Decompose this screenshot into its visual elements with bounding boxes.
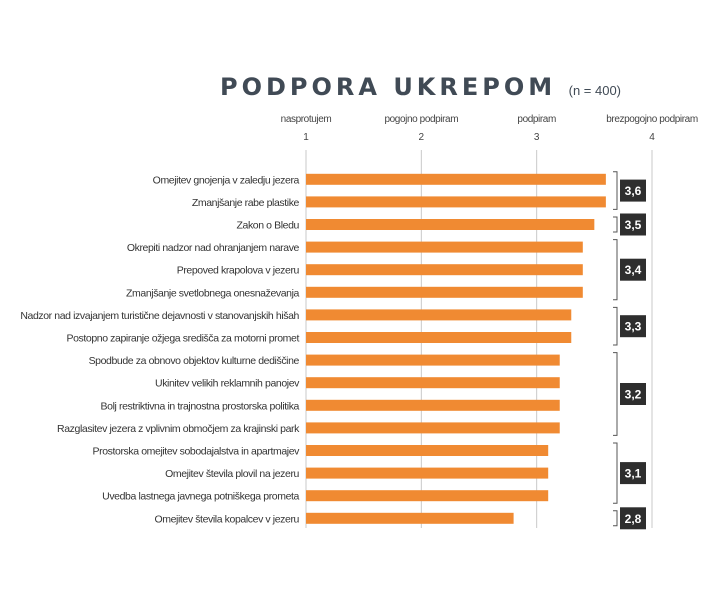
group-bracket bbox=[613, 352, 618, 436]
category-label: Spodbude za obnovo objektov kulturne ded… bbox=[89, 355, 300, 367]
scale-label: brezpogojno podpiram bbox=[606, 114, 698, 125]
category-label: Ukinitev velikih reklamnih panojev bbox=[155, 378, 300, 390]
group-bracket bbox=[613, 306, 618, 346]
category-label: Bolj restriktivna in trajnostna prostors… bbox=[101, 400, 300, 412]
category-label: Prostorska omejitev sobodajalstva in apa… bbox=[93, 446, 301, 458]
chart-title-main: PODPORA UKREPOM bbox=[220, 73, 556, 101]
category-label: Uvedba lastnega javnega potniškega prome… bbox=[102, 491, 299, 503]
bar bbox=[306, 467, 549, 479]
category-labels: Omejitev gnojenja v zaledju jezera Zmanjš… bbox=[20, 174, 300, 525]
bar bbox=[306, 512, 514, 524]
group-value-badge bbox=[620, 179, 646, 202]
category-label: Omejitev števila plovil na jezeru bbox=[165, 468, 299, 480]
category-label: Zakon o Bledu bbox=[236, 220, 299, 232]
bar bbox=[306, 309, 572, 321]
group-value-label: 3,4 bbox=[625, 263, 642, 277]
scale-labels: nasprotujem 1 pogojno podpiram 2 podpiram 3 br… bbox=[281, 114, 699, 143]
category-label: Omejitev gnojenja v zaledju jezera bbox=[153, 174, 300, 186]
bar bbox=[306, 332, 572, 343]
tick-label: 2 bbox=[419, 132, 425, 143]
group-value-label: 3,1 bbox=[625, 467, 642, 481]
group-value-label: 3,5 bbox=[625, 218, 642, 232]
chart-subtitle: (n = 400) bbox=[569, 83, 621, 98]
bar bbox=[306, 445, 549, 456]
category-label: Okrepiti nadzor nad ohranjanjem narave bbox=[127, 242, 300, 254]
scale-label: pogojno podpiram bbox=[384, 114, 458, 125]
bar bbox=[306, 264, 583, 276]
group-value-label: 3,3 bbox=[625, 320, 642, 334]
category-label: Zmanjšanje rabe plastike bbox=[192, 197, 300, 209]
category-label: Zmanjšanje svetlobnega onesnaževanja bbox=[126, 287, 300, 299]
bar bbox=[306, 196, 606, 208]
group-value-label: 2,8 bbox=[625, 512, 642, 526]
chart-title: PODPORA UKREPOM (n = 400) bbox=[220, 73, 621, 101]
group-bracket bbox=[613, 510, 618, 527]
tick-label: 3 bbox=[534, 132, 540, 143]
group-bracket bbox=[613, 239, 618, 301]
value-groups: 3,6 3,5 3,4 3,3 3,2 3,1 2,8 bbox=[613, 171, 646, 530]
bar bbox=[306, 399, 560, 411]
bar bbox=[306, 354, 560, 366]
group-value-badge bbox=[620, 315, 646, 338]
category-label: Nadzor nad izvajanjem turistične dejavno… bbox=[20, 310, 299, 322]
group-bracket bbox=[613, 442, 618, 504]
tick-label: 4 bbox=[649, 132, 655, 143]
bar bbox=[306, 377, 560, 389]
group-bracket bbox=[613, 171, 618, 210]
group-value-badge bbox=[620, 507, 646, 530]
bar bbox=[306, 219, 595, 230]
category-label: Prepoved krapolova v jezeru bbox=[177, 265, 300, 277]
bars bbox=[306, 173, 606, 524]
bar bbox=[306, 286, 583, 298]
bar bbox=[306, 490, 549, 502]
category-label: Razglasitev jezera z vplivnim območjem z… bbox=[57, 423, 300, 435]
group-value-badge bbox=[620, 258, 646, 281]
group-value-badge bbox=[620, 462, 646, 485]
group-value-label: 3,6 bbox=[625, 184, 642, 198]
group-value-label: 3,2 bbox=[625, 388, 642, 402]
category-label: Postopno zapiranje ožjega središča za mo… bbox=[66, 333, 299, 345]
tick-label: 1 bbox=[303, 132, 309, 143]
group-bracket bbox=[613, 216, 618, 233]
category-label: Omejitev števila kopalcev v jezeru bbox=[154, 513, 299, 525]
scale-label: podpiram bbox=[517, 114, 556, 125]
bar bbox=[306, 173, 606, 185]
group-value-badge bbox=[620, 213, 646, 236]
bar bbox=[306, 422, 560, 434]
bar bbox=[306, 241, 583, 253]
scale-label: nasprotujem bbox=[281, 114, 332, 125]
group-value-badge bbox=[620, 383, 646, 405]
